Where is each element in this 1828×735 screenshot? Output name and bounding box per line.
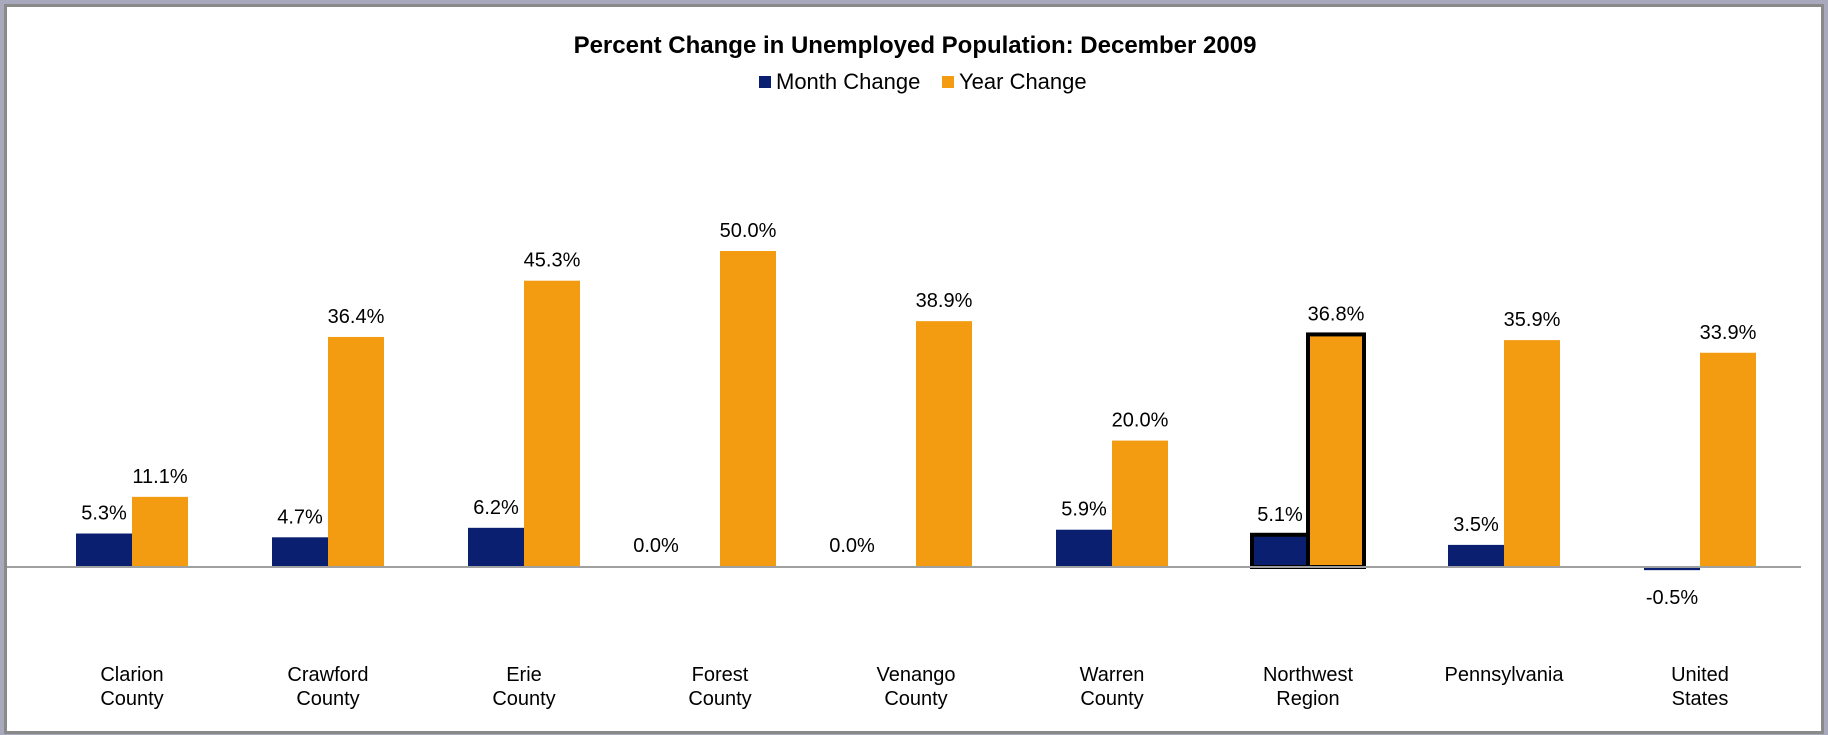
- category-label: Region: [1276, 688, 1339, 710]
- frame-tab: [0, 0, 456, 7]
- data-label: 50.0%: [720, 220, 777, 242]
- data-label: 5.1%: [1257, 504, 1303, 526]
- bar-year-change: [1504, 340, 1560, 567]
- bar-month-change: [1250, 532, 1310, 570]
- data-label: 0.0%: [633, 535, 679, 557]
- category-label: Warren: [1080, 664, 1145, 686]
- category-label: Northwest: [1263, 664, 1353, 686]
- category-label: County: [100, 688, 163, 710]
- chart-panel: Percent Change in Unemployed Population:…: [4, 4, 1824, 734]
- data-label: 0.0%: [829, 535, 875, 557]
- data-label: 45.3%: [524, 250, 581, 272]
- data-label: 36.8%: [1308, 303, 1365, 325]
- category-label: County: [884, 688, 947, 710]
- category-label: County: [1080, 688, 1143, 710]
- category-label: County: [688, 688, 751, 710]
- bar-year-change: [132, 496, 188, 567]
- legend-swatch: [942, 76, 954, 88]
- data-label: 3.5%: [1453, 514, 1499, 536]
- legend-label: Month Change: [776, 69, 920, 94]
- bar-year-change: [720, 251, 776, 567]
- category-label: United: [1671, 664, 1729, 686]
- data-label: 6.2%: [473, 497, 519, 519]
- bar-year-change: [916, 321, 972, 567]
- bar-month-change: [468, 527, 524, 567]
- bar-month-change: [76, 533, 132, 567]
- category-label: County: [296, 688, 359, 710]
- data-label: -0.5%: [1646, 587, 1698, 609]
- bar-chart: Percent Change in Unemployed Population:…: [7, 32, 1801, 710]
- legend-item-month-change: Month Change: [759, 69, 920, 94]
- category-group: 3.5% 35.9% Pennsylvania: [1445, 309, 1565, 686]
- legend: Month Change Year Change: [759, 69, 1087, 94]
- data-label: 5.9%: [1061, 499, 1107, 521]
- data-label: 33.9%: [1700, 322, 1757, 344]
- data-label: 4.7%: [277, 506, 323, 528]
- category-label: Crawford: [287, 664, 368, 686]
- legend-swatch: [759, 76, 771, 88]
- bar-month-change: [1448, 544, 1504, 567]
- category-label: States: [1672, 688, 1729, 710]
- bar-year-change: [1306, 332, 1366, 570]
- bar-month-change: [272, 537, 328, 567]
- bar-year-change: [328, 336, 384, 567]
- bar-month-change: [1644, 567, 1700, 571]
- data-label: 38.9%: [916, 290, 973, 312]
- data-label: 20.0%: [1112, 410, 1169, 432]
- bar-month-change: [1056, 529, 1112, 567]
- category-label: Venango: [877, 664, 956, 686]
- category-label: Erie: [506, 664, 542, 686]
- category-label: County: [492, 688, 555, 710]
- plot-area: 5.3%11.1%ClarionCounty4.7%36.4%CrawfordC…: [7, 220, 1801, 710]
- chart-title: Percent Change in Unemployed Population:…: [574, 32, 1257, 59]
- data-label: 11.1%: [132, 466, 187, 488]
- bar-year-change: [524, 280, 580, 567]
- data-label: 36.4%: [328, 306, 385, 328]
- data-label: 5.3%: [81, 503, 127, 525]
- category-label: Pennsylvania: [1445, 664, 1565, 686]
- legend-label: Year Change: [959, 69, 1087, 94]
- category-label: Clarion: [100, 664, 163, 686]
- bar-year-change: [1112, 440, 1168, 567]
- legend-item-year-change: Year Change: [942, 69, 1087, 94]
- category-label: Forest: [692, 664, 749, 686]
- bar-year-change: [1700, 352, 1756, 567]
- data-label: 35.9%: [1504, 309, 1561, 331]
